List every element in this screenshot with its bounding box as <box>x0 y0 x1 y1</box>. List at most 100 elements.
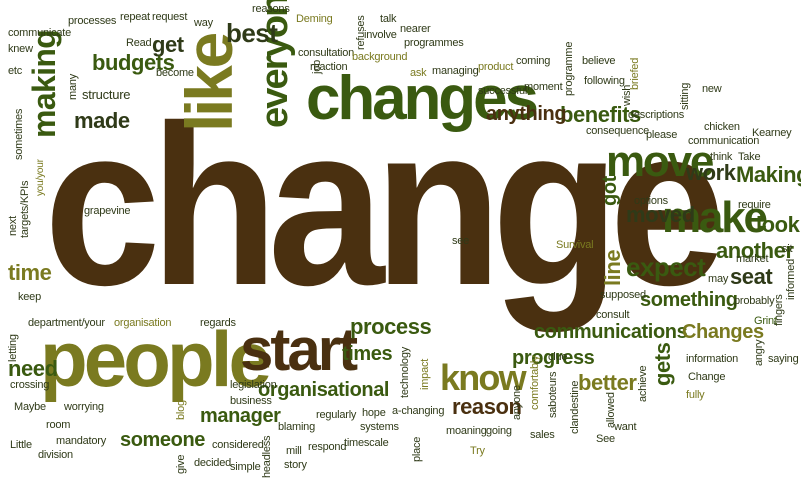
word-think: think <box>710 152 732 163</box>
word-manager: manager <box>200 406 281 426</box>
word-following: following <box>584 76 625 87</box>
word-background: background <box>352 52 407 63</box>
word-sales: sales <box>530 430 555 441</box>
word-Read: Read <box>126 38 151 49</box>
word-consult: consult <box>596 310 629 321</box>
word-processes: processes <box>68 16 116 27</box>
word-options: options <box>634 196 668 207</box>
word-hope: hope <box>362 408 386 419</box>
word-crossing: crossing <box>10 380 49 391</box>
word-Try: Try <box>470 446 485 457</box>
word-systems: systems <box>360 422 399 433</box>
word-product: product <box>478 62 513 73</box>
word-mill: mill <box>286 446 302 457</box>
word-fully: fully <box>686 390 704 401</box>
word-moment: moment <box>524 82 562 93</box>
word-market: market <box>736 254 768 265</box>
word-achieve: achieve <box>638 366 649 402</box>
word-become: become <box>156 68 194 79</box>
word-wish: wish <box>622 85 633 106</box>
word-saboteurs: saboteurs <box>548 372 559 418</box>
word-repeat: repeat <box>120 12 150 23</box>
word-communications: communications <box>534 322 687 342</box>
word-something: something <box>640 290 738 310</box>
word-next: next <box>8 216 19 236</box>
word-worrying: worrying <box>64 402 104 413</box>
word-you/your: you/your <box>36 159 46 196</box>
word-Change: Change <box>688 372 725 383</box>
word-Kearney: Kearney <box>752 128 791 139</box>
word-blaming: blaming <box>278 422 315 433</box>
word-sit: sit <box>782 244 792 255</box>
word-start: start <box>240 320 355 380</box>
word-moaning: moaning <box>446 426 487 437</box>
word-supposed: supposed <box>600 290 646 301</box>
word-reasons: reasons <box>252 4 290 15</box>
word-better: better <box>578 372 636 394</box>
word-angry: angry <box>754 340 765 366</box>
word-division: division <box>38 450 73 461</box>
word-letting: letting <box>8 334 19 362</box>
word-job: job <box>312 60 323 74</box>
word-respond: respond <box>308 442 346 453</box>
word-got: got <box>600 176 620 206</box>
word-mandatory: mandatory <box>56 436 106 447</box>
word-technology: technology <box>400 347 411 398</box>
word-programmes: programmes <box>404 38 464 49</box>
word-nearer: nearer <box>400 24 430 35</box>
word-time: time <box>8 262 51 284</box>
word-regularly: regularly <box>316 410 356 421</box>
word-See: See <box>596 434 615 445</box>
word-new: new <box>702 84 722 95</box>
word-involve: involve <box>364 30 397 41</box>
word-descriptions: descriptions <box>628 110 684 121</box>
word-way: way <box>194 18 213 29</box>
word-keep: keep <box>18 292 41 303</box>
word-anything: anything <box>486 104 566 124</box>
word-regards: regards <box>200 318 236 329</box>
word-please: please <box>646 130 677 141</box>
word-successful: successful <box>478 86 527 97</box>
word-organisation: organisation <box>114 318 171 329</box>
word-see: see <box>452 236 469 247</box>
word-Take: Take <box>738 152 760 163</box>
word-business: business <box>230 396 272 407</box>
word-coming: coming <box>516 56 550 67</box>
word-grapevine: grapevine <box>84 206 130 217</box>
word-informed: informed <box>786 259 797 300</box>
word-times: times <box>342 344 392 364</box>
word-timescale: timescale <box>344 438 388 449</box>
word-chicken: chicken <box>704 122 740 133</box>
word-line: line <box>602 250 624 286</box>
word-expect: expect <box>626 254 705 280</box>
word-request: request <box>152 12 187 23</box>
word-considered: considered <box>212 440 264 451</box>
word-ask: ask <box>410 68 426 79</box>
word-communication: communication <box>688 136 759 147</box>
word-room: room <box>46 420 70 431</box>
word-Little: Little <box>10 440 32 451</box>
word-seat: seat <box>730 266 772 288</box>
word-like: like <box>176 35 242 132</box>
word-story: story <box>284 460 307 471</box>
word-consultation: consultation <box>298 48 354 59</box>
word-organisational: organisational <box>258 380 389 400</box>
word-impact: impact <box>420 359 431 390</box>
word-targets/KPIs: targets/KPIs <box>20 181 31 238</box>
word-anyone: anyone <box>512 385 523 420</box>
word-clue: clue <box>548 352 567 363</box>
word-gets: gets <box>652 343 674 386</box>
word-etc: etc <box>8 66 22 77</box>
word-simple: simple <box>230 462 260 473</box>
word-a-changing: a-changing <box>392 406 444 417</box>
word-communicate: communicate <box>8 28 71 39</box>
word-consequence: consequence <box>586 126 649 137</box>
word-Maybe: Maybe <box>14 402 46 413</box>
word-probably: probably <box>734 296 774 307</box>
word-information: information <box>686 354 738 365</box>
word-made: made <box>74 110 130 132</box>
word-Survival: Survival <box>556 240 593 251</box>
word-sitting: sitting <box>680 83 691 110</box>
word-Deming: Deming <box>296 14 333 25</box>
